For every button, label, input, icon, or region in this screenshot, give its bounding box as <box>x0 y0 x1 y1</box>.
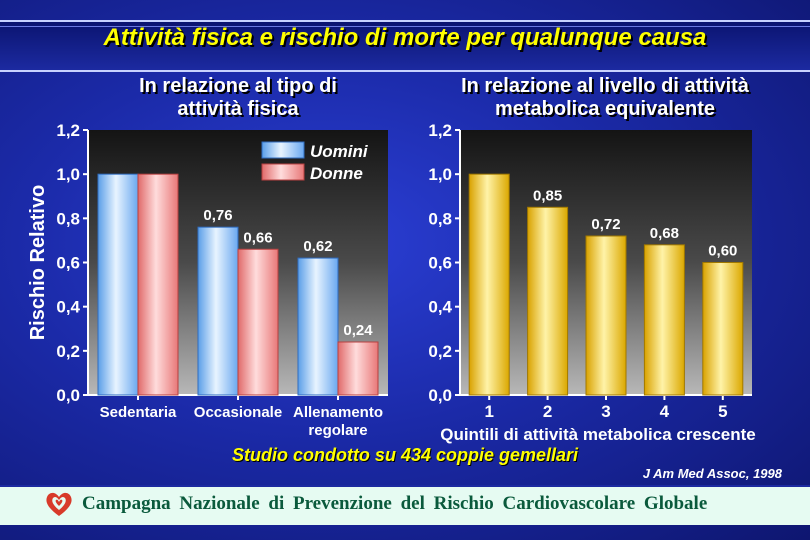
y-tick-label: 0,2 <box>56 342 80 361</box>
x-category-label: Sedentaria <box>100 404 177 421</box>
left-subtitle-line-2: attività fisica <box>177 98 299 120</box>
bar-donne-1 <box>137 173 179 396</box>
y-tick-label: 0,6 <box>56 254 80 273</box>
bar-uomini-1 <box>97 173 139 396</box>
right-subtitle-line-1: In relazione al livello di attività <box>461 75 749 97</box>
x-category-label: 3 <box>601 402 610 421</box>
y-tick-label: 0,4 <box>56 298 80 317</box>
y-tick-label: 1,2 <box>56 121 80 140</box>
y-tick-label: 1,0 <box>428 165 452 184</box>
data-label: 0,76 <box>203 207 232 224</box>
data-label: 0,66 <box>243 229 272 246</box>
x-category-label: 2 <box>543 402 552 421</box>
bar-donne-3 <box>337 341 379 396</box>
y-tick-label: 0,2 <box>428 342 452 361</box>
legend-label-donne: Donne <box>310 164 363 183</box>
x-category-label: 5 <box>718 402 727 421</box>
bar-uomini-3 <box>297 257 339 396</box>
y-tick-label: 1,2 <box>428 121 452 140</box>
data-label: 0,62 <box>303 238 332 255</box>
bar-uomini-2 <box>197 226 239 396</box>
x-category-label: 4 <box>660 402 670 421</box>
page-title: Attività fisica e rischio di morte per q… <box>103 24 707 51</box>
bar-series-1 <box>468 173 510 396</box>
heart-logo-icon <box>46 492 72 516</box>
footer-text: Campagna Nazionale di Prevenzione del Ri… <box>82 493 708 514</box>
bar-series-2 <box>527 206 569 396</box>
bar-series-5 <box>702 262 744 396</box>
footer-band <box>0 485 810 525</box>
citation: J Am Med Assoc, 1998 <box>642 466 782 481</box>
y-tick-label: 0,6 <box>428 254 452 273</box>
x-category-label: 1 <box>484 402 493 421</box>
data-label: 0,72 <box>591 216 620 233</box>
data-label: 0,85 <box>533 187 562 204</box>
bar-series-4 <box>643 244 685 396</box>
data-label: 0,68 <box>650 225 679 242</box>
bar-donne-2 <box>237 248 279 396</box>
x-category-label: Occasionale <box>194 404 282 421</box>
legend-swatch-uomini <box>261 141 305 159</box>
bar-series-3 <box>585 235 627 396</box>
data-label: 0,60 <box>708 243 737 260</box>
x-axis-title: Quintili di attività metabolica crescent… <box>440 425 756 444</box>
y-tick-label: 0,4 <box>428 298 452 317</box>
y-tick-label: 0,8 <box>428 209 452 228</box>
left-subtitle: In relazione al tipo di attività fisica <box>88 75 388 121</box>
y-axis-title: Rischio Relativo <box>27 185 49 341</box>
right-subtitle: In relazione al livello di attività meta… <box>410 75 800 121</box>
left-subtitle-line-1: In relazione al tipo di <box>139 75 337 97</box>
right-subtitle-line-2: metabolica equivalente <box>494 98 716 120</box>
legend-swatch-donne <box>261 163 305 181</box>
x-category-label: regolare <box>308 422 367 439</box>
y-tick-label: 0,0 <box>56 386 80 405</box>
x-category-label: Allenamento <box>293 404 383 421</box>
y-tick-label: 0,8 <box>56 209 80 228</box>
data-label: 0,24 <box>343 322 373 339</box>
y-tick-label: 1,0 <box>56 165 80 184</box>
title-band <box>0 20 810 72</box>
study-note: Studio condotto su 434 coppie gemellari <box>231 445 579 465</box>
y-tick-label: 0,0 <box>428 386 452 405</box>
legend-label-uomini: Uomini <box>310 142 369 161</box>
